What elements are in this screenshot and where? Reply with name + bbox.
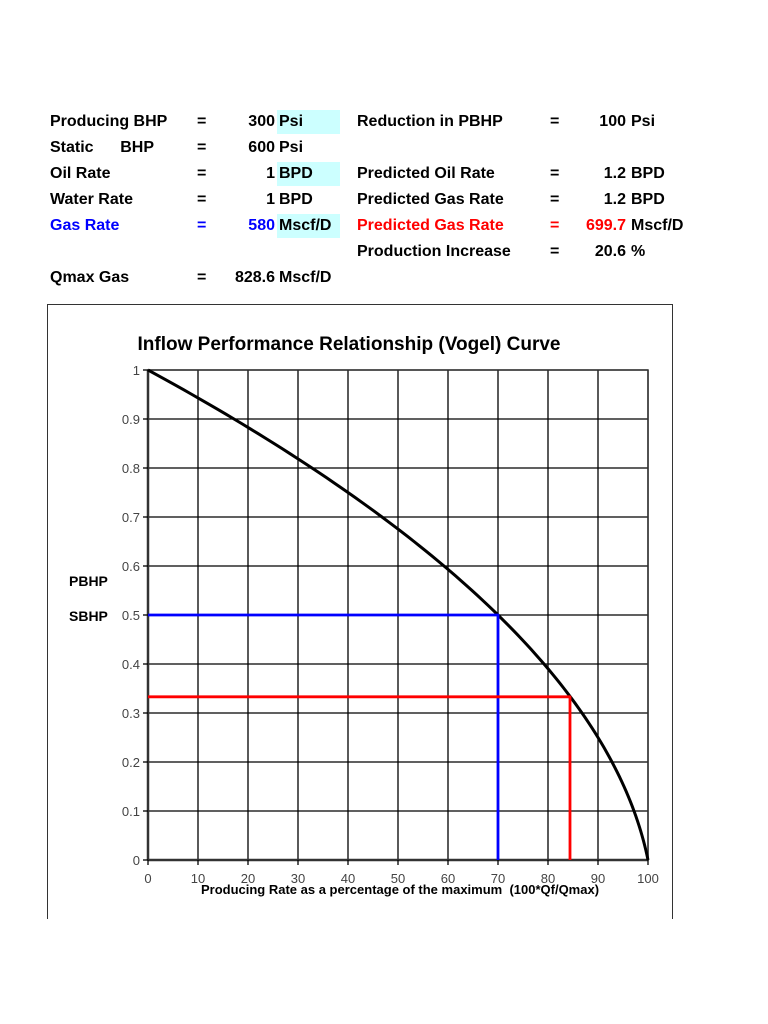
param-row: Oil Rate = 1 BPD	[0, 162, 350, 186]
result-row: Production Increase = 20.6%	[0, 240, 768, 264]
equals-sign: =	[197, 139, 207, 156]
param-label: Static BHP	[50, 139, 155, 156]
result-value: 699.7	[585, 217, 626, 234]
y-tick-label: 0.5	[122, 608, 140, 623]
result-row: Predicted Gas Rate = 1.2 BPD	[0, 188, 768, 212]
param-unit: BPD	[279, 191, 313, 208]
equals-sign: =	[550, 191, 560, 208]
param-label: Gas Rate	[50, 217, 120, 234]
result-value: 1.2	[603, 165, 626, 182]
x-tick-label: 80	[541, 871, 555, 886]
result-unit: BPD	[631, 165, 665, 182]
equals-sign: =	[550, 217, 560, 234]
result-unit: Mscf/D	[631, 217, 684, 234]
result-unit: Psi	[631, 113, 656, 130]
x-tick-label: 40	[341, 871, 355, 886]
result-unit: BPD	[631, 191, 665, 208]
y-label-sbhp: SBHP	[69, 608, 108, 624]
x-tick-label: 10	[191, 871, 205, 886]
x-tick-label: 30	[291, 871, 305, 886]
result-row: Predicted Oil Rate = 1.2 BPD	[0, 162, 768, 186]
x-tick-label: 50	[391, 871, 405, 886]
y-tick-label: 0.9	[122, 412, 140, 427]
equals-sign: =	[197, 191, 207, 208]
y-tick-label: 0.4	[122, 657, 140, 672]
param-row: Producing BHP = 300 Psi	[0, 110, 350, 134]
result-label: Predicted Oil Rate	[357, 165, 495, 182]
param-row: Qmax Gas = 828.6 Mscf/D	[0, 266, 350, 290]
x-axis-label: Producing Rate as a percentage of the ma…	[201, 882, 599, 897]
equals-sign: =	[550, 243, 560, 260]
equals-sign: =	[550, 113, 560, 130]
param-value: 828.6	[234, 269, 275, 286]
y-tick-label: 0.3	[122, 706, 140, 721]
chart-title: Inflow Performance Relationship (Vogel) …	[138, 334, 561, 355]
y-tick-label: 1	[133, 363, 140, 378]
y-axis-ticks: 0 0.1 0.2 0.3 0.4 0.5 0.6 0.7 0.8 0.9 1	[122, 363, 148, 868]
result-label: Predicted Gas Rate	[357, 191, 504, 208]
result-row: Predicted Gas Rate = 699.7 Mscf/D	[0, 214, 768, 238]
chart-frame	[47, 304, 673, 919]
y-tick-label: 0	[133, 853, 140, 868]
param-value[interactable]: 1	[266, 165, 275, 182]
current-rate-line	[148, 613, 500, 860]
x-tick-label: 60	[441, 871, 455, 886]
param-row: Water Rate = 1 BPD	[0, 188, 350, 212]
param-value[interactable]: 580	[248, 217, 275, 234]
param-label: Qmax Gas	[50, 269, 130, 286]
equals-sign: =	[197, 165, 207, 182]
param-value: 600	[248, 139, 275, 156]
x-tick-label: 90	[591, 871, 605, 886]
param-row: Static BHP = 600 Psi	[0, 136, 350, 160]
param-unit: Mscf/D	[279, 269, 332, 286]
result-value: 1.2	[603, 191, 626, 208]
param-value: 1	[266, 191, 275, 208]
param-label: Producing BHP	[50, 113, 168, 130]
result-label: Predicted Gas Rate	[357, 217, 504, 234]
predicted-rate-line	[148, 695, 572, 860]
param-unit: Psi	[277, 110, 340, 134]
x-axis-ticks: 0 10 20 30 40 50 60 70 80 90 100	[144, 860, 659, 886]
x-tick-label: 0	[144, 871, 151, 886]
result-row: Reduction in PBHP = 100 Psi	[0, 110, 768, 134]
result-value: 100	[599, 113, 626, 130]
y-tick-label: 0.1	[122, 804, 140, 819]
result-label: Reduction in PBHP	[357, 113, 503, 130]
param-value[interactable]: 300	[248, 113, 275, 130]
result-unit: %	[631, 243, 646, 260]
y-tick-label: 0.6	[122, 559, 140, 574]
equals-sign: =	[550, 165, 560, 182]
result-value: 20.6	[594, 243, 626, 260]
chart-series	[147, 368, 650, 861]
param-unit: Mscf/D	[277, 214, 340, 238]
param-label: Water Rate	[50, 191, 133, 208]
equals-sign: =	[197, 113, 207, 130]
y-tick-label: 0.7	[122, 510, 140, 525]
equals-sign: =	[197, 269, 207, 286]
y-tick-label: 0.8	[122, 461, 140, 476]
x-tick-label: 70	[491, 871, 505, 886]
param-unit: Psi	[279, 139, 304, 156]
x-tick-label: 20	[241, 871, 255, 886]
y-tick-label: 0.2	[122, 755, 140, 770]
y-label-pbhp: PBHP	[69, 573, 108, 589]
equals-sign: =	[197, 217, 207, 234]
param-label: Oil Rate	[50, 165, 111, 182]
param-unit: BPD	[277, 162, 340, 186]
x-tick-label: 100	[637, 871, 659, 886]
param-row: Gas Rate = 580 Mscf/D	[0, 214, 350, 238]
result-label: Production Increase	[357, 243, 511, 260]
